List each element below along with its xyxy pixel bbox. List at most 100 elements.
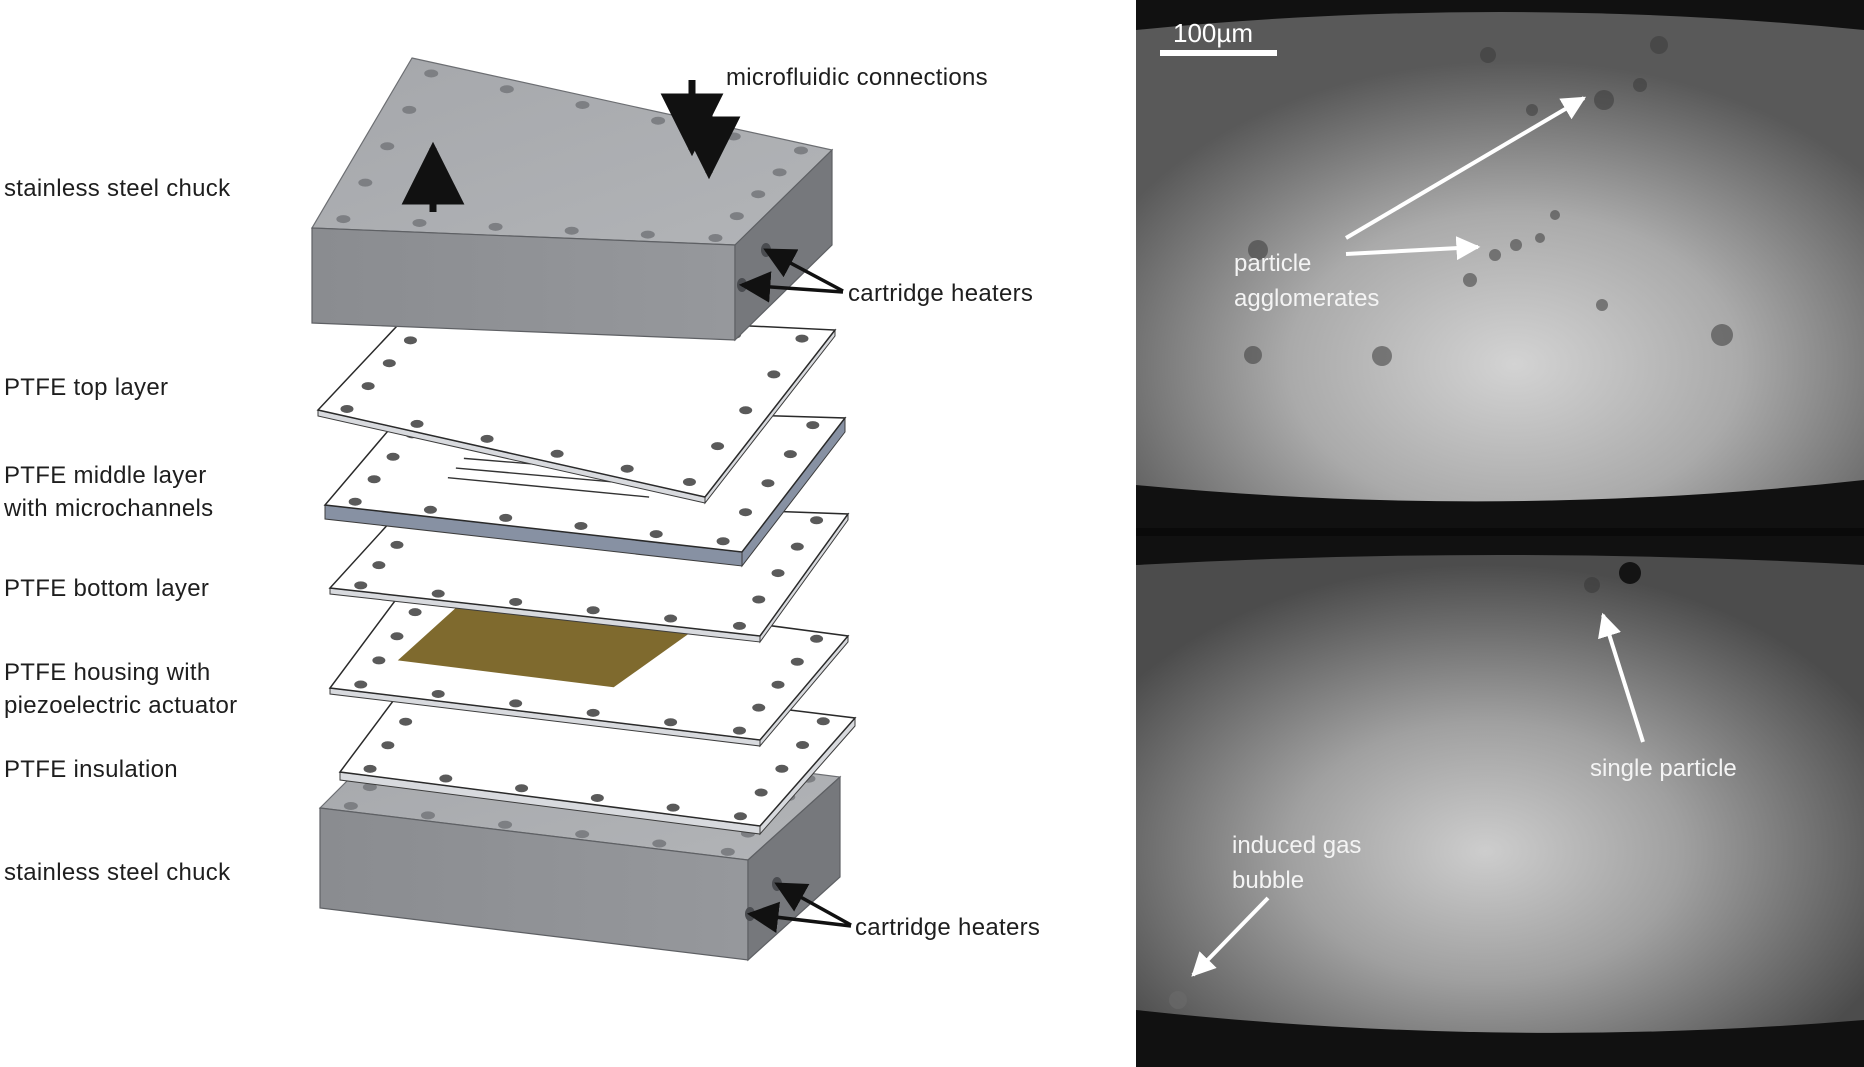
- hole: [761, 479, 775, 488]
- label-cartridge-heaters-top: cartridge heaters: [848, 280, 1034, 307]
- hole: [729, 212, 744, 221]
- hole: [711, 442, 725, 451]
- hole: [372, 561, 386, 570]
- particle-spot: [1372, 346, 1392, 366]
- particle-spots: [1244, 36, 1733, 366]
- hole: [771, 680, 785, 689]
- particle-spot: [1480, 47, 1496, 63]
- hole: [732, 621, 746, 630]
- hole: [771, 569, 785, 578]
- single-particle: [1619, 562, 1641, 584]
- hole: [590, 793, 604, 802]
- hole: [358, 178, 373, 187]
- label-ptfe-housing-line2: piezoelectric actuator: [4, 692, 238, 719]
- hole: [733, 812, 747, 821]
- hole: [574, 521, 588, 530]
- label-ptfe-top-layer: PTFE top layer: [4, 374, 169, 401]
- hole: [772, 168, 787, 177]
- hole: [806, 421, 820, 430]
- microchannel: [447, 477, 650, 498]
- hole: [666, 803, 680, 812]
- hole: [564, 226, 579, 235]
- hole: [790, 542, 804, 551]
- micrograph-top: [1136, 0, 1864, 530]
- label-ptfe-middle-layer: PTFE middle layer: [4, 462, 207, 489]
- heater-arrow-3: [774, 882, 852, 927]
- particle-spot: [1489, 249, 1501, 261]
- hole: [390, 632, 404, 641]
- hole: [726, 132, 741, 141]
- hole: [720, 847, 735, 856]
- label-steel-chuck-bottom: stainless steel chuck: [4, 859, 231, 886]
- hole: [586, 708, 600, 717]
- ptfe-top-layer-plate: [316, 309, 837, 505]
- hole: [649, 530, 663, 539]
- heater-arrow-4: [746, 901, 852, 933]
- hole: [410, 419, 424, 428]
- hole: [796, 741, 810, 750]
- hole: [424, 69, 439, 78]
- hole: [488, 222, 503, 231]
- hole: [403, 336, 417, 345]
- hole: [412, 218, 427, 227]
- label-particle: particle: [1234, 250, 1312, 277]
- hole: [439, 774, 453, 783]
- hole: [336, 215, 351, 224]
- hole: [640, 230, 655, 239]
- particle-spot: [1594, 90, 1614, 110]
- hole: [664, 718, 678, 727]
- hole: [499, 513, 513, 522]
- label-ptfe-insulation: PTFE insulation: [4, 756, 178, 783]
- label-ptfe-bottom-layer: PTFE bottom layer: [4, 575, 210, 602]
- hole: [751, 190, 766, 199]
- hole: [575, 830, 590, 839]
- hole: [480, 434, 494, 443]
- label-bubble: bubble: [1232, 867, 1305, 894]
- hole: [752, 595, 766, 604]
- hole: [354, 680, 368, 689]
- hole: [386, 452, 400, 461]
- hole: [739, 508, 753, 517]
- hole: [816, 717, 830, 726]
- hole: [380, 142, 395, 151]
- hole: [739, 406, 753, 415]
- micrograph-bottom: [1136, 535, 1864, 1067]
- hole: [664, 614, 678, 623]
- front-face: [311, 227, 736, 341]
- hole: [509, 699, 523, 708]
- hole: [402, 105, 417, 114]
- label-microfluidic-connections: microfluidic connections: [726, 64, 988, 91]
- particle-spot: [1510, 239, 1522, 251]
- hole: [620, 464, 634, 473]
- particle-spot: [1584, 577, 1600, 593]
- hole: [499, 85, 514, 94]
- hole: [652, 839, 667, 848]
- hole: [340, 404, 354, 413]
- hole: [423, 505, 437, 514]
- hole: [790, 657, 804, 666]
- particle-spot: [1650, 36, 1668, 54]
- hole: [767, 370, 781, 379]
- hole: [716, 537, 730, 546]
- hole: [498, 820, 513, 829]
- hole: [810, 516, 824, 525]
- label-ptfe-housing: PTFE housing with: [4, 659, 211, 686]
- hole: [354, 581, 368, 590]
- hole: [372, 656, 386, 665]
- particle-spot: [1633, 78, 1647, 92]
- hole: [509, 597, 523, 606]
- particle-spot: [1526, 104, 1538, 116]
- hole: [381, 741, 395, 750]
- hole: [775, 764, 789, 773]
- hole: [367, 475, 381, 484]
- hole: [431, 689, 445, 698]
- hole: [550, 449, 564, 458]
- particle-spot: [1248, 240, 1268, 260]
- hole: [793, 146, 808, 155]
- particle-spot: [1463, 273, 1477, 287]
- hole: [363, 764, 377, 773]
- label-induced-gas: induced gas: [1232, 832, 1362, 859]
- hole: [348, 497, 362, 506]
- scale-bar-label: 100µm: [1173, 18, 1254, 48]
- hole: [390, 540, 404, 549]
